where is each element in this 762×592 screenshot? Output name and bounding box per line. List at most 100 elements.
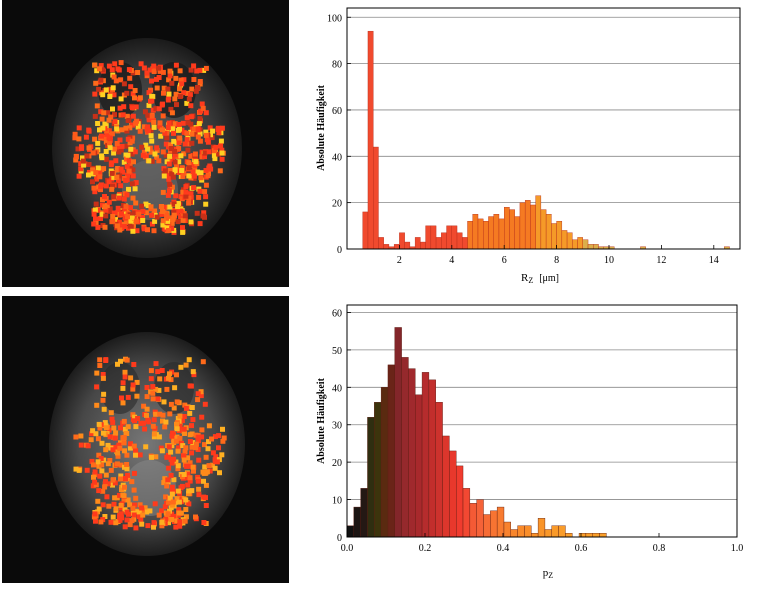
histogram-bar: [383, 244, 390, 250]
fiber-voxel: [121, 81, 127, 87]
fiber-voxel: [185, 455, 191, 461]
fiber-voxel: [140, 214, 145, 220]
fiber-voxel: [152, 151, 158, 157]
x-tick-label: 8: [554, 255, 559, 266]
histogram-bar: [561, 230, 568, 250]
fiber-voxel: [169, 220, 175, 226]
fiber-voxel: [179, 168, 185, 173]
fiber-voxel: [195, 85, 200, 90]
fiber-voxel: [176, 159, 182, 165]
fiber-voxel: [153, 106, 159, 112]
fiber-voxel: [116, 492, 122, 498]
fiber-voxel: [103, 156, 109, 162]
fiber-voxel: [140, 512, 146, 518]
fiber-voxel: [218, 138, 224, 144]
fiber-voxel: [167, 153, 173, 159]
fiber-voxel: [182, 431, 187, 436]
fiber-voxel: [112, 119, 118, 125]
fiber-voxel: [198, 108, 204, 114]
fiber-overlay: [73, 356, 227, 531]
fiber-voxel: [109, 186, 115, 192]
fiber-voxel: [194, 210, 200, 216]
fiber-voxel: [137, 452, 143, 458]
fiber-voxel: [100, 488, 106, 494]
fiber-voxel: [92, 207, 98, 213]
fiber-voxel: [89, 458, 95, 464]
histogram-bar: [378, 237, 384, 250]
fiber-voxel: [98, 187, 103, 193]
fiber-voxel: [106, 503, 112, 509]
fiber-voxel: [160, 127, 165, 133]
x-tick-label: 0.8: [653, 543, 666, 554]
histogram-bar: [420, 241, 426, 250]
y-tick-label: 20: [332, 199, 342, 210]
fiber-voxel: [171, 130, 176, 136]
fiber-voxel: [202, 189, 208, 195]
fiber-voxel: [111, 194, 117, 200]
fiber-voxel: [135, 70, 141, 75]
fiber-voxel: [94, 402, 100, 408]
fiber-voxel: [78, 433, 84, 439]
fiber-voxel: [158, 211, 164, 217]
fiber-voxel: [118, 473, 124, 479]
fiber-voxel: [165, 97, 171, 103]
fiber-voxel: [197, 131, 203, 137]
fiber-voxel: [99, 468, 105, 474]
fiber-voxel: [216, 433, 222, 439]
fiber-voxel: [178, 214, 184, 219]
fiber-voxel: [183, 189, 189, 195]
fiber-voxel: [76, 125, 82, 131]
fiber-voxel: [172, 385, 178, 391]
fiber-voxel: [98, 184, 104, 190]
fiber-voxel: [169, 184, 175, 190]
fiber-voxel: [181, 426, 187, 432]
fiber-voxel: [114, 174, 120, 180]
fiber-voxel: [100, 397, 106, 403]
fiber-voxel: [124, 220, 130, 226]
fiber-voxel: [160, 113, 166, 119]
fiber-voxel: [182, 402, 188, 408]
fiber-voxel: [181, 90, 187, 96]
fiber-voxel: [206, 423, 212, 429]
fiber-voxel: [186, 491, 191, 497]
brain-image-bottom: [2, 296, 289, 583]
fiber-voxel: [205, 173, 211, 179]
fiber-voxel: [114, 223, 120, 229]
fiber-voxel: [191, 77, 197, 82]
fiber-voxel: [117, 227, 123, 233]
fiber-voxel: [162, 476, 168, 482]
fiber-voxel: [160, 69, 166, 75]
fiber-voxel: [99, 440, 105, 446]
fiber-voxel: [180, 217, 186, 223]
fiber-voxel: [115, 178, 121, 184]
histogram-bar: [456, 232, 463, 250]
fiber-voxel: [176, 499, 182, 505]
fiber-voxel: [150, 384, 156, 390]
fiber-voxel: [195, 438, 201, 444]
fiber-voxel: [177, 135, 183, 141]
fiber-voxel: [104, 494, 110, 500]
histogram-bar: [441, 232, 447, 250]
fiber-voxel: [103, 87, 109, 93]
fiber-voxel: [73, 466, 79, 472]
fiber-voxel: [174, 399, 180, 405]
histogram-bar: [510, 529, 518, 538]
fiber-voxel: [160, 222, 166, 228]
fiber-voxel: [95, 140, 101, 146]
fiber-voxel: [173, 75, 179, 81]
fiber-voxel: [110, 420, 116, 426]
fiber-voxel: [154, 85, 160, 91]
fiber-voxel: [96, 488, 102, 494]
fiber-voxel: [95, 121, 101, 126]
fiber-voxel: [114, 141, 120, 146]
fiber-voxel: [213, 144, 219, 150]
fiber-voxel: [187, 463, 193, 469]
fiber-voxel: [127, 75, 133, 81]
fiber-voxel: [169, 110, 175, 116]
fiber-voxel: [161, 399, 167, 405]
fiber-voxel: [146, 102, 152, 108]
x-tick-label: 2: [397, 255, 402, 266]
fiber-voxel: [130, 105, 135, 111]
fiber-voxel: [199, 427, 205, 433]
fiber-voxel: [100, 372, 106, 377]
